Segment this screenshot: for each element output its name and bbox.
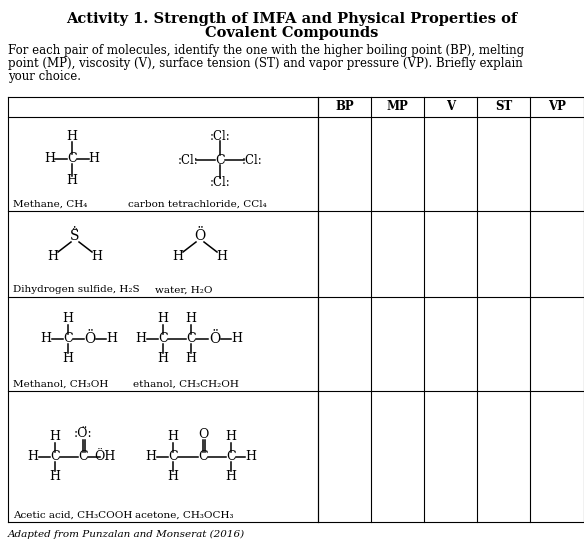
Text: C: C — [50, 450, 60, 463]
Text: H: H — [172, 249, 183, 262]
Text: Covalent Compounds: Covalent Compounds — [206, 26, 378, 40]
Text: V: V — [446, 100, 455, 113]
Text: H: H — [158, 352, 169, 365]
Text: H: H — [217, 249, 228, 262]
Text: Methane, CH₄: Methane, CH₄ — [13, 199, 88, 209]
Text: C: C — [186, 332, 196, 345]
Text: H: H — [89, 153, 99, 166]
Text: H: H — [106, 332, 117, 345]
Text: C: C — [63, 332, 73, 345]
Text: MP: MP — [387, 100, 408, 113]
Text: H: H — [186, 352, 196, 365]
Text: C: C — [158, 332, 168, 345]
Text: :Cl:: :Cl: — [178, 154, 199, 167]
Text: :Cl:: :Cl: — [210, 176, 230, 190]
Text: Ö: Ö — [210, 332, 221, 346]
Text: H: H — [135, 332, 147, 345]
Text: water, H₂O: water, H₂O — [155, 286, 213, 294]
Text: H: H — [62, 313, 74, 325]
Text: C: C — [198, 450, 208, 463]
Text: acetone, CH₃OCH₃: acetone, CH₃OCH₃ — [135, 510, 234, 520]
Text: ST: ST — [495, 100, 512, 113]
Text: H: H — [158, 313, 169, 325]
Text: ÖH: ÖH — [94, 450, 116, 463]
Text: Ö: Ö — [194, 229, 206, 243]
Text: Ö: Ö — [84, 332, 96, 346]
Text: Methanol, CH₃OH: Methanol, CH₃OH — [13, 380, 109, 388]
Text: :Cl:: :Cl: — [242, 154, 262, 167]
Text: :Cl:: :Cl: — [210, 129, 230, 142]
Text: H: H — [92, 249, 103, 262]
Text: C: C — [226, 450, 236, 463]
Text: C: C — [78, 450, 88, 463]
Text: BP: BP — [335, 100, 354, 113]
Text: H: H — [168, 430, 179, 443]
Text: H: H — [50, 470, 61, 483]
Text: H: H — [50, 430, 61, 443]
Text: H: H — [44, 153, 55, 166]
Text: H: H — [225, 430, 237, 443]
Text: H: H — [231, 332, 242, 345]
Text: H: H — [47, 249, 58, 262]
Text: Ṡ̈: Ṡ̈ — [70, 229, 80, 243]
Text: For each pair of molecules, identify the one with the higher boiling point (BP),: For each pair of molecules, identify the… — [8, 44, 524, 57]
Text: O: O — [198, 428, 208, 441]
Text: H: H — [145, 450, 157, 463]
Text: H: H — [67, 130, 78, 143]
Text: your choice.: your choice. — [8, 70, 81, 83]
Text: C: C — [215, 154, 225, 167]
Text: carbon tetrachloride, CCl₄: carbon tetrachloride, CCl₄ — [128, 199, 267, 209]
Text: C: C — [168, 450, 178, 463]
Text: C: C — [67, 153, 77, 166]
Text: ethanol, CH₃CH₂OH: ethanol, CH₃CH₂OH — [133, 380, 239, 388]
Text: Acetic acid, CH₃COOH: Acetic acid, CH₃COOH — [13, 510, 133, 520]
Text: Dihydrogen sulfide, H₂S: Dihydrogen sulfide, H₂S — [13, 286, 140, 294]
Text: :Ö:: :Ö: — [74, 427, 92, 440]
Text: H: H — [40, 332, 51, 345]
Text: H: H — [225, 470, 237, 483]
Text: H: H — [62, 352, 74, 365]
Text: H: H — [27, 450, 39, 463]
Text: H: H — [168, 470, 179, 483]
Text: H: H — [67, 174, 78, 187]
Text: VP: VP — [548, 100, 566, 113]
Text: Adapted from Punzalan and Monserat (2016): Adapted from Punzalan and Monserat (2016… — [8, 530, 245, 539]
Text: H: H — [245, 450, 256, 463]
Text: point (MP), viscosity (V), surface tension (ST) and vapor pressure (VP). Briefly: point (MP), viscosity (V), surface tensi… — [8, 57, 523, 70]
Text: Activity 1. Strength of IMFA and Physical Properties of: Activity 1. Strength of IMFA and Physica… — [67, 12, 517, 26]
Text: H: H — [186, 313, 196, 325]
